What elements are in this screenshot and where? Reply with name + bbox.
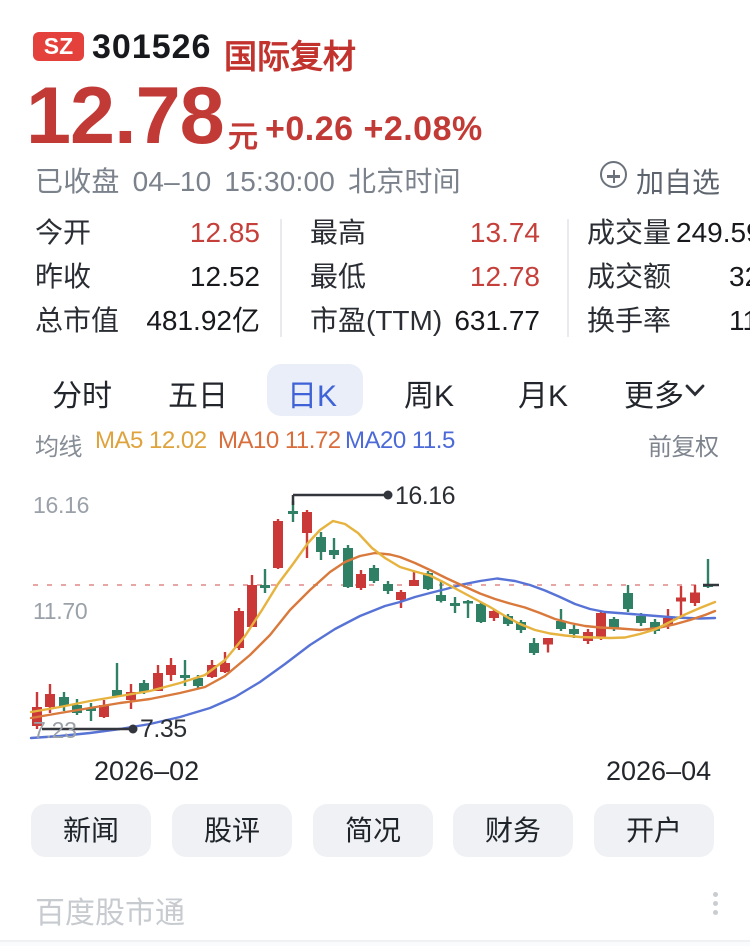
svg-text:11.70: 11.70 <box>33 598 87 624</box>
svg-text:16.16: 16.16 <box>395 482 455 510</box>
svg-text:7.23: 7.23 <box>33 717 77 743</box>
svg-text:16.16: 16.16 <box>33 492 89 518</box>
svg-text:7.35: 7.35 <box>140 715 187 743</box>
svg-text:2026–02: 2026–02 <box>94 756 199 786</box>
svg-text:2026–04: 2026–04 <box>606 756 711 786</box>
